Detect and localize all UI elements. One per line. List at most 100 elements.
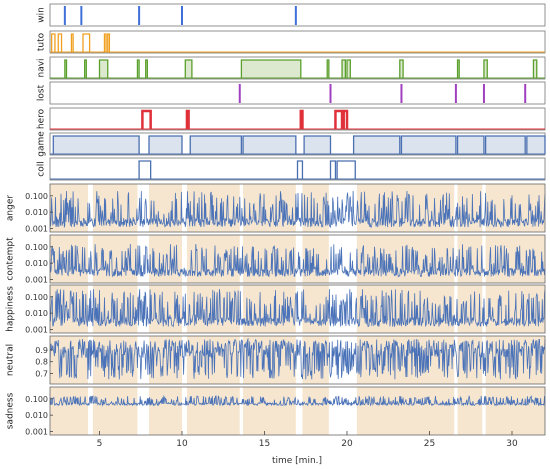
- emotion-series-happiness: [49, 289, 546, 328]
- event-navi-10: [399, 59, 404, 78]
- event-fill-game-4: [304, 136, 331, 154]
- event-fill-navi-4: [145, 60, 148, 78]
- event-tuto-5: [107, 33, 111, 52]
- event-track-coll: coll: [37, 157, 546, 181]
- event-coll-3: [336, 160, 356, 179]
- ytick-label-neutral-2: 0.7: [35, 370, 48, 379]
- event-navi-2: [98, 59, 109, 78]
- event-game-2: [189, 135, 243, 154]
- ytick-label-anger-0: 0.100: [25, 192, 48, 201]
- event-fill-game-9: [526, 136, 545, 154]
- event-label-hero: hero: [37, 108, 47, 129]
- event-navi-8: [341, 59, 346, 78]
- event-hero-2: [299, 109, 304, 129]
- event-track-frame-tuto: [49, 30, 546, 54]
- emotion-band-sadness-8: [485, 387, 545, 435]
- event-tuto-4: [103, 33, 107, 52]
- ytick-label-contempt-2: 0.001: [25, 275, 48, 284]
- event-label-navi: navi: [37, 58, 47, 77]
- emotion-track-neutral: 0.9 0.8 0.7 neutral: [6, 335, 546, 385]
- emotion-band-contempt-4: [243, 235, 296, 283]
- emotion-frame-happiness: [49, 284, 546, 334]
- event-navi-13: [532, 59, 538, 78]
- event-game-6: [400, 135, 457, 154]
- event-label-game: game: [37, 131, 47, 157]
- event-fill-navi-6: [241, 60, 301, 78]
- emotion-frame-contempt: [49, 234, 546, 284]
- xtick-label-5: 30: [506, 439, 518, 449]
- event-hero-1: [185, 109, 190, 129]
- emotion-series-contempt: [49, 243, 546, 278]
- event-fill-navi-10: [399, 60, 404, 78]
- event-game-3: [242, 135, 297, 154]
- event-game-1: [148, 135, 183, 154]
- emotion-band-sadness-7: [457, 387, 483, 435]
- event-fill-navi-8: [342, 60, 346, 78]
- emotion-band-sadness-3: [186, 387, 240, 435]
- emotion-frame-anger: [49, 183, 546, 233]
- event-game-4: [303, 135, 332, 154]
- xtick-label-3: 20: [341, 439, 353, 449]
- event-navi-11: [456, 59, 460, 78]
- event-navi-1: [84, 59, 87, 78]
- emotion-track-contempt: 0.100 0.010 0.001 contempt: [6, 234, 546, 284]
- emotion-label-anger: anger: [6, 195, 16, 221]
- event-hero-0: [141, 109, 152, 129]
- ytick-label-neutral-1: 0.8: [35, 358, 48, 367]
- event-fill-game-5: [353, 136, 400, 154]
- event-navi-0: [64, 59, 68, 78]
- emotion-track-anger: 0.100 0.010 0.001 anger: [6, 183, 546, 233]
- event-track-game: game: [37, 131, 546, 157]
- event-fill-game-3: [243, 136, 296, 154]
- emotion-label-contempt: contempt: [6, 237, 16, 281]
- ytick-label-anger-1: 0.010: [25, 208, 48, 217]
- emotion-label-happiness: happiness: [6, 286, 16, 332]
- emotion-series-anger: [49, 190, 546, 229]
- event-game-9: [526, 135, 546, 154]
- event-fill-game-7: [457, 136, 484, 154]
- event-coll-1: [296, 160, 304, 179]
- event-tracks: win tuto navi lost hero game coll: [37, 3, 546, 181]
- event-label-coll: coll: [37, 161, 47, 176]
- event-fill-game-2: [190, 136, 242, 154]
- event-track-tuto: tuto: [37, 30, 546, 54]
- emotion-band-happiness-5: [302, 285, 329, 333]
- event-fill-navi-12: [483, 60, 488, 78]
- ytick-label-sadness-0: 0.100: [25, 395, 48, 404]
- emotion-track-happiness: 0.100 0.010 0.001 happiness: [6, 284, 546, 334]
- event-fill-navi-13: [533, 60, 537, 78]
- ytick-label-anger-2: 0.001: [25, 224, 48, 233]
- emotion-band-sadness-0: [50, 387, 88, 435]
- event-track-frame-hero: [49, 107, 546, 131]
- event-track-frame-lost: [49, 81, 546, 105]
- emotion-tracks: 0.100 0.010 0.001 anger 0.100 0.010 0.001 conte…: [6, 183, 546, 436]
- event-fill-navi-5: [185, 60, 192, 78]
- xtick-label-2: 15: [259, 439, 270, 449]
- event-track-frame-win: [49, 3, 546, 27]
- event-navi-6: [240, 59, 302, 78]
- event-game-5: [352, 135, 401, 154]
- ytick-label-happiness-0: 0.100: [25, 293, 48, 302]
- event-game-0: [52, 135, 140, 154]
- event-navi-5: [184, 59, 193, 78]
- ytick-label-contempt-0: 0.100: [25, 243, 48, 252]
- event-fill-game-0: [53, 136, 140, 154]
- emotion-frame-neutral: [49, 335, 546, 385]
- x-axis-label: time [min.]: [272, 456, 322, 466]
- event-fill-navi-3: [137, 60, 140, 78]
- emotion-band-sadness-2: [149, 387, 182, 435]
- event-fill-navi-11: [457, 60, 460, 78]
- xtick-label-0: 5: [97, 439, 103, 449]
- emotion-series-sadness: [49, 394, 546, 407]
- event-navi-3: [136, 59, 140, 78]
- event-hero-4: [342, 109, 349, 129]
- event-track-lost: lost: [37, 81, 546, 105]
- event-fill-navi-7: [327, 60, 329, 78]
- event-navi-9: [346, 59, 351, 78]
- time-axis: 5 10 15 20 25 30: [97, 431, 518, 449]
- ytick-label-happiness-2: 0.001: [25, 325, 48, 334]
- emotion-label-neutral: neutral: [6, 344, 16, 376]
- ytick-label-contempt-1: 0.010: [25, 259, 48, 268]
- event-track-hero: hero: [37, 107, 546, 131]
